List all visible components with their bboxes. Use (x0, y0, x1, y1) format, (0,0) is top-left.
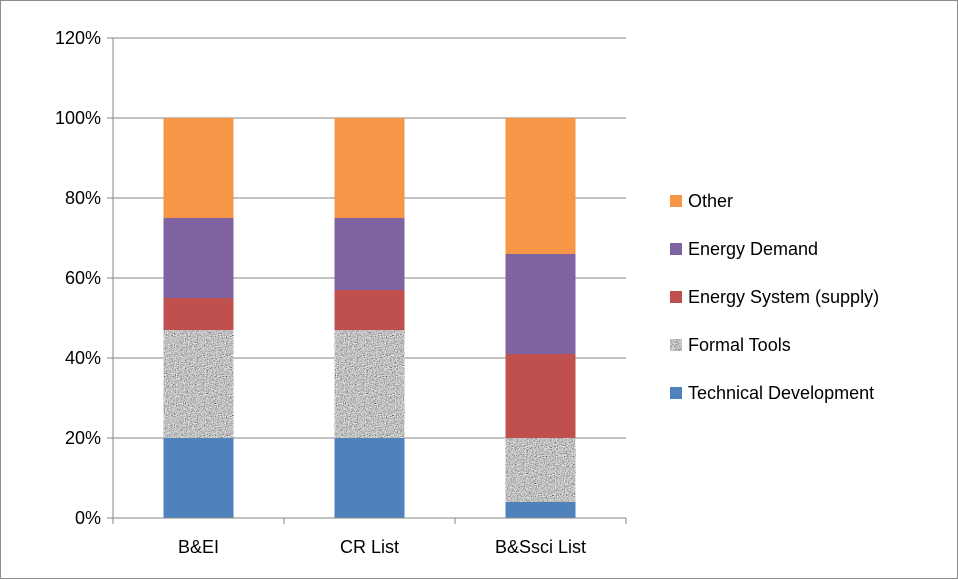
bar-segment-other-bandei (163, 118, 234, 218)
bar-segment-energy-demand-cr-list (334, 218, 405, 290)
bar-segment-technical-development-bandssci-list (505, 502, 576, 518)
y-tick-label: 120% (55, 28, 101, 48)
legend-swatch-formal-tools (670, 339, 682, 351)
bar-segment-energy-system-supply-cr-list (334, 290, 405, 330)
y-tick-label: 40% (65, 348, 101, 368)
bar-segment-energy-system-supply-bandei (163, 298, 234, 330)
legend: Other Energy Demand Energy System (supply)… (670, 191, 879, 403)
legend-swatch-energy-demand (670, 243, 682, 255)
axes (107, 37, 627, 524)
x-tick-label: B&Ssci List (495, 537, 586, 557)
bar-segment-technical-development-cr-list (334, 438, 405, 518)
y-tick-label: 60% (65, 268, 101, 288)
bar-segment-formal-tools-cr-list (334, 330, 405, 438)
bar-segment-other-bandssci-list (505, 118, 576, 254)
bar-segment-other-cr-list (334, 118, 405, 218)
legend-label-other: Other (688, 191, 733, 211)
legend-label-energy-demand: Energy Demand (688, 239, 818, 259)
x-tick-label: CR List (340, 537, 399, 557)
legend-label-technical-development: Technical Development (688, 383, 874, 403)
legend-label-energy-system-supply: Energy System (supply) (688, 287, 879, 307)
bar-segment-energy-demand-bandssci-list (505, 254, 576, 354)
bar-segment-energy-system-supply-bandssci-list (505, 354, 576, 438)
legend-swatch-energy-system-supply (670, 291, 682, 303)
y-tick-label: 20% (65, 428, 101, 448)
bar-segment-technical-development-bandei (163, 438, 234, 518)
bar-segment-energy-demand-bandei (163, 218, 234, 298)
x-tick-label: B&EI (178, 537, 219, 557)
legend-swatch-technical-development (670, 387, 682, 399)
y-axis-tick-labels: 0% 20% 40% 60% 80% 100% 120% (55, 28, 101, 528)
bar-segment-formal-tools-bandssci-list (505, 438, 576, 502)
legend-swatch-other (670, 195, 682, 207)
bar-segment-formal-tools-bandei (163, 330, 234, 438)
bars (163, 118, 576, 518)
y-tick-label: 0% (75, 508, 101, 528)
y-tick-label: 100% (55, 108, 101, 128)
x-axis-tick-labels: B&EI CR List B&Ssci List (178, 537, 586, 557)
y-tick-label: 80% (65, 188, 101, 208)
legend-label-formal-tools: Formal Tools (688, 335, 791, 355)
